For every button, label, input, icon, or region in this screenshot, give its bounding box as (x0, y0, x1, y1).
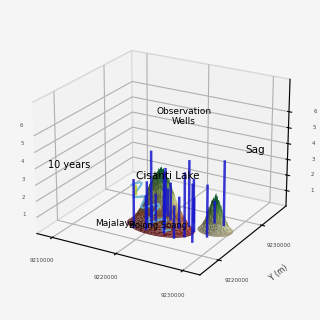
Y-axis label: Y (m): Y (m) (268, 263, 289, 283)
